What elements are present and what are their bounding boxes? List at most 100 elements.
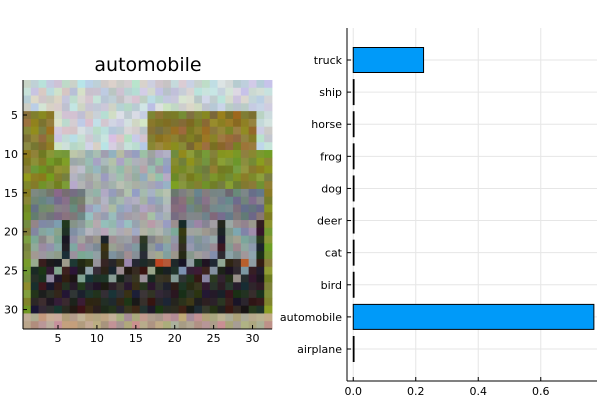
image-pixel: [240, 258, 250, 268]
image-pixel: [186, 274, 195, 283]
image-pixel: [85, 251, 94, 260]
image-pixel: [38, 235, 47, 244]
image-pixel: [124, 157, 133, 166]
image-pixel: [77, 80, 86, 89]
image-pixel: [170, 111, 180, 120]
image-pixel: [108, 118, 117, 128]
image-pixel: [69, 134, 78, 143]
image-pixel: [93, 282, 102, 291]
image-pixel: [30, 305, 39, 314]
image-pixel: [46, 188, 55, 198]
image-pixel: [248, 157, 257, 166]
bar-y-tick-label: bird: [321, 279, 342, 292]
image-pixel: [178, 258, 187, 268]
image-pixel: [100, 95, 109, 104]
image-pixel: [77, 305, 86, 314]
image-pixel: [155, 290, 164, 299]
image-pixel: [69, 111, 78, 120]
image-pixel: [217, 165, 226, 174]
image-pixel: [77, 118, 86, 128]
image-pixel: [100, 290, 109, 299]
image-pixel: [38, 227, 47, 237]
image-pixel: [93, 258, 102, 268]
image-pixel: [240, 274, 250, 283]
image-pixel: [178, 313, 187, 322]
image-pixel: [46, 196, 55, 205]
image-pixel: [23, 87, 32, 96]
image-pixel: [54, 87, 63, 96]
image-pixel: [233, 126, 242, 135]
image-pixel: [233, 196, 242, 205]
image-pixel: [240, 204, 250, 213]
image-pixel: [46, 235, 55, 244]
image-pixel: [225, 103, 234, 112]
image-pixel: [163, 290, 172, 299]
image-pixel: [155, 212, 164, 221]
image-pixel: [194, 305, 203, 314]
image-pixel: [61, 173, 71, 182]
image-pixel: [46, 227, 55, 237]
image-pixel: [23, 118, 32, 128]
image-pixel: [124, 251, 133, 260]
image-pixel: [46, 258, 55, 268]
image-pixel: [170, 103, 180, 112]
image-pixel: [93, 103, 102, 112]
image-y-tick-label: 15: [4, 187, 18, 200]
image-pixel: [178, 95, 187, 104]
image-pixel: [139, 95, 148, 104]
image-pixel: [108, 235, 117, 244]
image-pixel: [170, 142, 180, 151]
image-pixel: [248, 274, 257, 283]
image-pixel: [77, 95, 86, 104]
image-pixel: [248, 305, 257, 314]
image-pixel: [30, 274, 39, 283]
image-pixel: [69, 150, 78, 159]
image-pixel: [155, 95, 164, 104]
image-pixel: [77, 103, 86, 112]
image-pixel: [217, 258, 226, 268]
image-pixel: [194, 227, 203, 237]
image-pixel: [131, 212, 141, 221]
image-pixel: [38, 87, 47, 96]
image-pixel: [201, 274, 211, 283]
image-pixel: [38, 173, 47, 182]
image-pixel: [85, 266, 94, 275]
image-pixel: [186, 321, 195, 330]
image-pixel: [116, 227, 125, 237]
image-pixel: [155, 157, 164, 166]
image-pixel: [38, 282, 47, 291]
image-pixel: [178, 87, 187, 96]
image-pixel: [194, 196, 203, 205]
image-pixel: [217, 243, 226, 252]
image-pixel: [194, 297, 203, 307]
image-pixel: [248, 290, 257, 299]
image-pixel: [116, 103, 125, 112]
image-pixel: [108, 103, 117, 112]
image-pixel: [100, 305, 109, 314]
image-pixel: [217, 134, 226, 143]
image-pixel: [124, 181, 133, 190]
image-pixel: [178, 235, 187, 244]
image-x-tick-label: 10: [90, 332, 104, 345]
image-pixel: [248, 173, 257, 182]
image-pixel: [155, 165, 164, 174]
image-pixel: [217, 95, 226, 104]
image-pixel: [201, 150, 211, 159]
image-pixels: [23, 80, 273, 330]
image-pixel: [178, 150, 187, 159]
image-pixel: [100, 204, 109, 213]
bar-dog: [352, 175, 355, 202]
image-pixel: [38, 290, 47, 299]
image-pixel: [170, 150, 180, 159]
image-pixel: [163, 126, 172, 135]
image-pixel: [69, 126, 78, 135]
image-pixel: [248, 87, 257, 96]
image-pixel: [30, 212, 39, 221]
image-pixel: [131, 103, 141, 112]
image-pixel: [100, 297, 109, 307]
image-pixel: [225, 204, 234, 213]
image-pixel: [256, 204, 265, 213]
image-pixel: [93, 313, 102, 322]
image-pixel: [23, 150, 32, 159]
image-x-tick-label: 5: [55, 332, 62, 345]
